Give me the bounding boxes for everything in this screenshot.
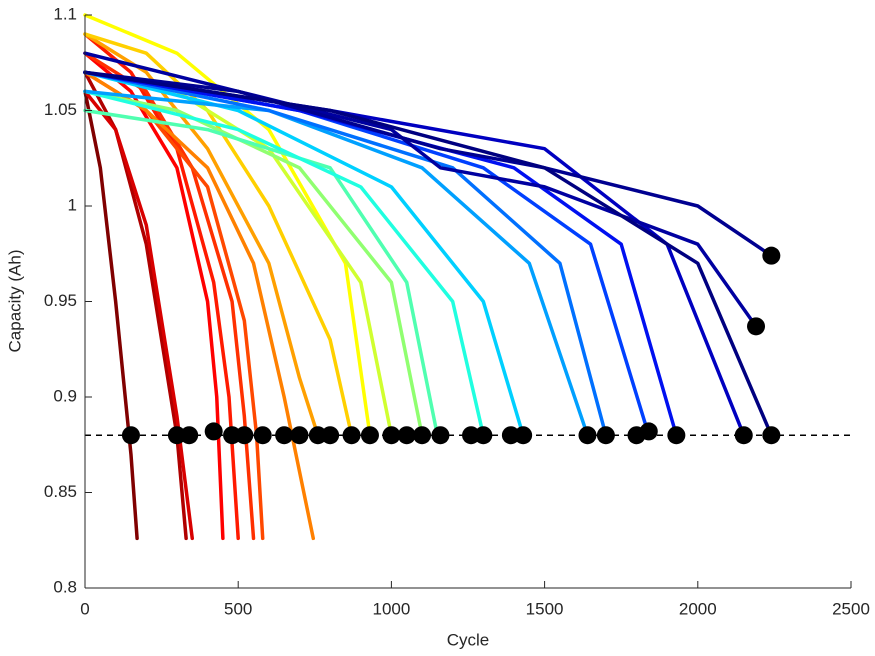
- y-tick-label: 1.05: [44, 100, 77, 119]
- end-of-life-marker: [667, 426, 686, 445]
- capacity-curve: [83, 70, 525, 437]
- end-of-life-marker: [290, 426, 309, 445]
- end-of-life-marker: [762, 246, 781, 265]
- y-tick-label: 1.1: [53, 4, 77, 23]
- capacity-curve: [83, 32, 354, 437]
- x-tick-label: 2000: [679, 599, 717, 618]
- end-of-life-marker: [342, 426, 361, 445]
- capacity-curve: [83, 70, 774, 258]
- end-of-life-marker: [474, 426, 493, 445]
- end-of-life-marker: [413, 426, 432, 445]
- capacity-curve: [83, 70, 679, 437]
- y-tick-label: 0.8: [53, 577, 77, 596]
- capacity-curve: [83, 32, 240, 541]
- y-tick-label: 0.85: [44, 482, 77, 501]
- capacity-curve: [83, 89, 424, 437]
- capacity-curve: [83, 89, 590, 437]
- end-of-life-marker: [639, 422, 658, 441]
- end-of-life-marker: [734, 426, 753, 445]
- y-axis-label: Capacity (Ah): [5, 250, 24, 353]
- y-tick-label: 1: [68, 195, 77, 214]
- capacity-curve: [83, 51, 225, 541]
- end-of-life-marker: [596, 426, 615, 445]
- end-of-life-marker: [747, 317, 766, 336]
- end-of-life-marker: [235, 426, 254, 445]
- x-tick-label: 2500: [832, 599, 870, 618]
- end-of-life-marker: [382, 426, 401, 445]
- end-of-life-marker: [397, 426, 416, 445]
- end-of-life-marker: [180, 426, 199, 445]
- capacity-curve: [83, 89, 139, 541]
- capacity-curve: [83, 70, 394, 437]
- end-of-life-marker: [275, 426, 294, 445]
- capacity-curve: [83, 70, 265, 541]
- end-of-life-marker: [762, 426, 781, 445]
- capacity-curve: [83, 89, 194, 541]
- x-tick-label: 1500: [526, 599, 564, 618]
- capacity-curve: [83, 89, 486, 437]
- end-of-life-marker: [204, 422, 223, 441]
- capacity-curve: [83, 70, 188, 541]
- end-of-life-marker: [431, 426, 450, 445]
- end-of-life-marker: [253, 426, 272, 445]
- end-of-life-marker: [514, 426, 533, 445]
- end-of-life-marker: [121, 426, 140, 445]
- capacity-curve: [83, 70, 608, 437]
- y-tick-label: 0.9: [53, 386, 77, 405]
- x-axis-label: Cycle: [447, 630, 490, 649]
- capacity-curve: [83, 108, 440, 437]
- capacity-curve: [83, 70, 774, 437]
- capacity-curve: [83, 13, 372, 437]
- end-of-life-marker: [578, 426, 597, 445]
- x-tick-label: 500: [224, 599, 252, 618]
- y-tick-label: 0.95: [44, 291, 77, 310]
- end-of-life-marker: [360, 426, 379, 445]
- end-of-life-marker: [321, 426, 340, 445]
- x-tick-label: 0: [80, 599, 89, 618]
- x-tick-label: 1000: [372, 599, 410, 618]
